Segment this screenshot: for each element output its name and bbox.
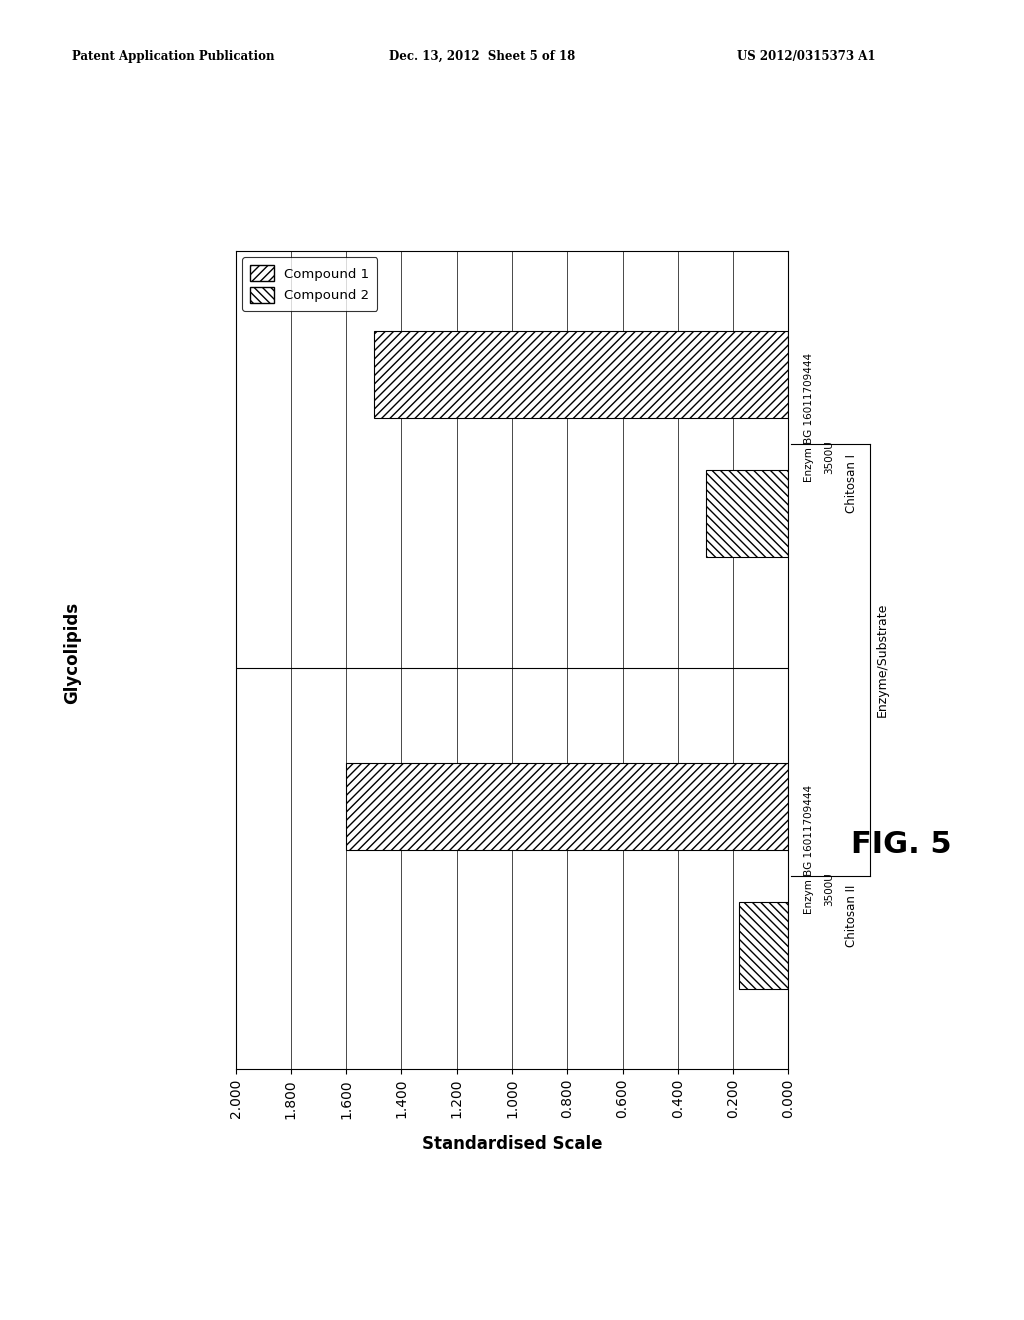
X-axis label: Standardised Scale: Standardised Scale: [422, 1135, 602, 1154]
Text: Enzyme/Substrate: Enzyme/Substrate: [876, 603, 889, 717]
Text: Enzym BG 16011709444: Enzym BG 16011709444: [804, 352, 814, 482]
Bar: [374, 331, 788, 417]
Text: Enzym BG 16011709444: Enzym BG 16011709444: [804, 785, 814, 915]
Text: Chitosan II: Chitosan II: [845, 884, 858, 946]
Text: Dec. 13, 2012  Sheet 5 of 18: Dec. 13, 2012 Sheet 5 of 18: [389, 50, 575, 63]
Text: FIG. 5: FIG. 5: [851, 830, 951, 859]
Legend: Compound 1, Compound 2: Compound 1, Compound 2: [242, 257, 378, 310]
Text: 3500U: 3500U: [824, 873, 835, 907]
Text: Chitosan I: Chitosan I: [845, 454, 858, 513]
Bar: [706, 470, 788, 557]
Text: US 2012/0315373 A1: US 2012/0315373 A1: [737, 50, 876, 63]
Bar: [738, 903, 788, 989]
Bar: [346, 763, 788, 850]
Text: Patent Application Publication: Patent Application Publication: [72, 50, 274, 63]
Text: 3500U: 3500U: [824, 440, 835, 474]
Text: Glycolipids: Glycolipids: [62, 602, 81, 705]
